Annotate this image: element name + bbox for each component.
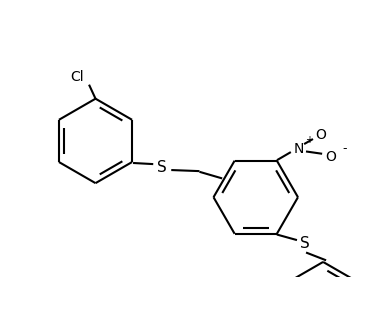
- Text: O: O: [326, 150, 337, 163]
- Text: O: O: [316, 128, 327, 142]
- Text: -: -: [342, 142, 346, 155]
- Text: S: S: [157, 159, 167, 174]
- Text: +: +: [305, 134, 313, 144]
- Text: Cl: Cl: [71, 70, 84, 84]
- Text: N: N: [294, 142, 304, 156]
- Text: S: S: [300, 236, 310, 251]
